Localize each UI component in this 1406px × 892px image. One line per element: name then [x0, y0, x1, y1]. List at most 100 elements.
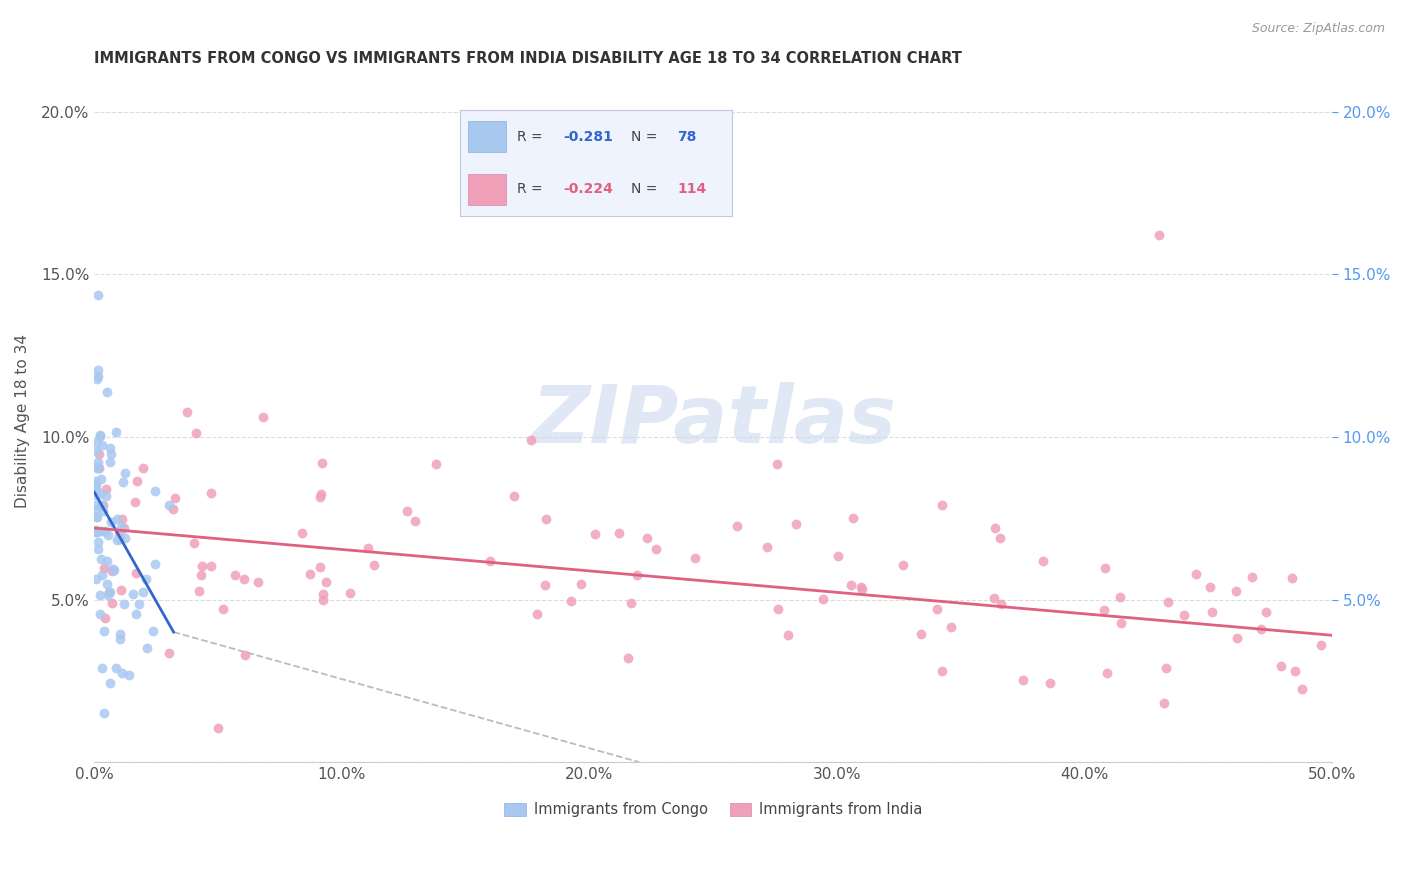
Point — [1094, 561, 1116, 575]
Point — [90, 498, 112, 512]
Point — [84, 488, 107, 502]
Point — [1270, 658, 1292, 673]
Point — [98, 441, 121, 455]
Point — [583, 527, 606, 541]
Point — [520, 434, 543, 448]
Point — [725, 518, 748, 533]
Point — [132, 585, 155, 599]
Point — [207, 721, 229, 735]
Point — [98, 454, 121, 468]
Point — [312, 587, 335, 601]
Point — [891, 558, 914, 572]
Point — [108, 526, 131, 541]
Point — [84, 510, 107, 524]
Point — [1097, 666, 1119, 681]
Point — [1147, 228, 1170, 243]
Point — [927, 602, 949, 616]
Point — [560, 594, 582, 608]
Point — [162, 501, 184, 516]
Point — [309, 486, 332, 500]
Point — [110, 519, 132, 533]
Point — [100, 564, 122, 578]
Point — [404, 514, 426, 528]
Point — [87, 368, 110, 383]
Point — [983, 521, 1005, 535]
Point — [111, 475, 134, 490]
Point — [86, 460, 108, 475]
Point — [112, 597, 135, 611]
Point — [91, 568, 114, 582]
Point — [931, 498, 953, 512]
Point — [103, 563, 125, 577]
Point — [636, 532, 658, 546]
Point — [84, 523, 107, 537]
Point — [84, 572, 107, 586]
Point — [135, 640, 157, 655]
Point — [90, 524, 112, 538]
Point — [96, 482, 118, 496]
Point — [1109, 616, 1132, 631]
Point — [87, 455, 110, 469]
Point — [163, 491, 186, 505]
Point — [308, 559, 330, 574]
Point — [1241, 570, 1264, 584]
Point — [299, 567, 322, 582]
Point — [84, 498, 107, 512]
Point — [125, 607, 148, 621]
Point — [94, 611, 117, 625]
Point — [124, 495, 146, 509]
Point — [105, 512, 128, 526]
Point — [108, 626, 131, 640]
Point — [91, 504, 114, 518]
Point — [983, 591, 1005, 605]
Point — [143, 484, 166, 499]
Point — [124, 566, 146, 581]
Point — [114, 466, 136, 480]
Point — [112, 521, 135, 535]
Point — [626, 568, 648, 582]
Point — [89, 427, 111, 442]
Point — [1201, 605, 1223, 619]
Point — [569, 577, 592, 591]
Text: ZIPatlas: ZIPatlas — [531, 382, 896, 459]
Point — [252, 409, 274, 424]
Point — [645, 541, 668, 556]
Point — [176, 405, 198, 419]
Point — [683, 551, 706, 566]
Point — [125, 474, 148, 488]
Text: Source: ZipAtlas.com: Source: ZipAtlas.com — [1251, 22, 1385, 36]
Point — [939, 620, 962, 634]
Point — [1226, 631, 1249, 645]
Point — [200, 558, 222, 573]
Point — [1108, 590, 1130, 604]
Point — [86, 525, 108, 540]
Point — [114, 531, 136, 545]
Point — [100, 515, 122, 529]
Point — [101, 562, 124, 576]
Point — [105, 533, 128, 547]
Point — [842, 511, 865, 525]
Point — [100, 447, 122, 461]
Point — [108, 533, 131, 547]
Point — [849, 580, 872, 594]
Point — [97, 588, 120, 602]
Point — [108, 632, 131, 647]
Point — [84, 443, 107, 458]
Point — [84, 482, 107, 496]
Point — [1184, 566, 1206, 581]
Point — [84, 524, 107, 539]
Point — [339, 585, 361, 599]
Point — [159, 498, 181, 512]
Point — [101, 596, 124, 610]
Point — [93, 706, 115, 721]
Point — [89, 461, 111, 475]
Point — [1032, 554, 1054, 568]
Point — [97, 528, 120, 542]
Point — [89, 588, 111, 602]
Point — [988, 531, 1011, 545]
Point — [291, 526, 314, 541]
Point — [87, 288, 110, 302]
Point — [534, 512, 557, 526]
Point — [90, 552, 112, 566]
Point — [931, 665, 953, 679]
